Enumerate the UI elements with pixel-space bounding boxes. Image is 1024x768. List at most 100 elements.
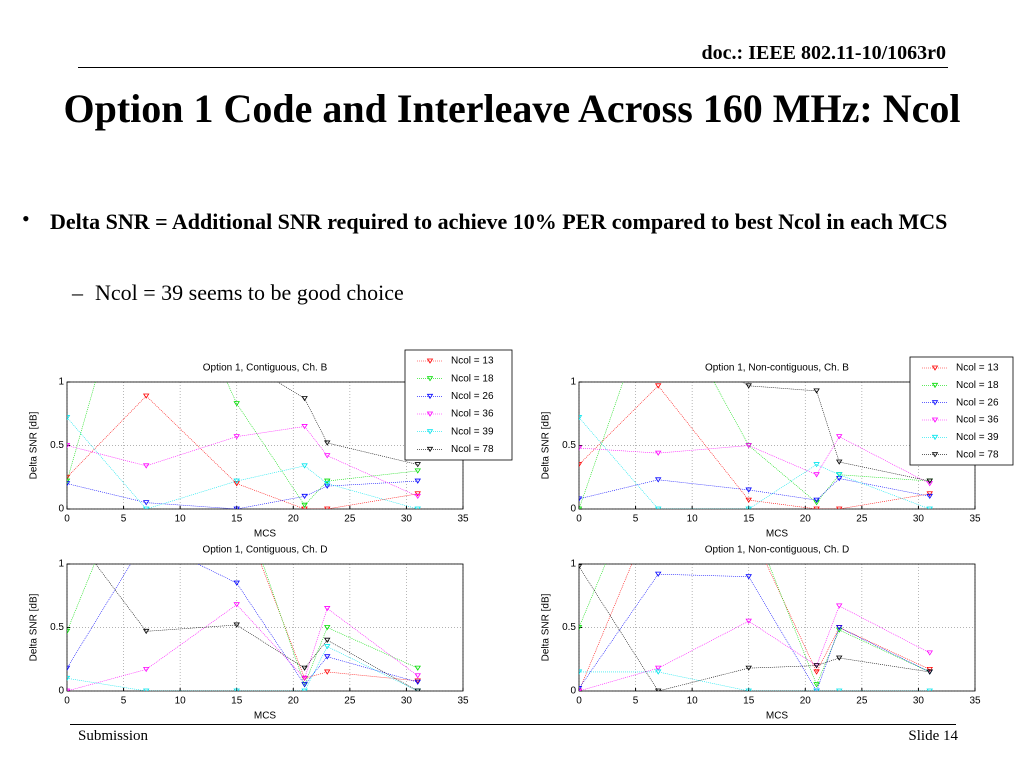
point [324,453,331,459]
point [745,443,752,449]
point [324,506,331,509]
point [836,603,843,609]
series-line [95,564,418,691]
point [414,491,421,497]
legend-marker [931,400,939,406]
point [579,564,583,570]
x-tick-label: 0 [64,514,70,525]
legend-label: Ncol = 13 [451,356,494,367]
bullet: Delta SNR = Additional SNR required to a… [50,209,948,234]
point [324,669,331,675]
x-tick-label: 10 [687,696,699,707]
series-line [277,382,418,465]
point [144,304,149,308]
doc-header: doc.: IEEE 802.11-10/1063r0 [701,42,946,64]
point [233,602,240,608]
point [301,688,308,691]
x-tick-label: 20 [288,514,300,525]
legend-label: Ncol = 18 [956,380,999,391]
header-rule [78,67,948,68]
point [414,688,421,691]
x-tick-label: 25 [856,696,868,707]
series-line [67,382,418,506]
point [142,463,150,469]
x-axis-label: MCS [766,711,789,722]
point [654,477,662,483]
point [813,506,820,509]
point [813,497,820,503]
point [745,487,752,493]
x-tick-label: 15 [231,514,243,525]
x-tick-label: 10 [687,514,699,525]
point [144,486,149,490]
point [656,329,661,333]
y-axis-label: Delta SNR [dB] [541,593,552,661]
point [926,667,933,673]
x-tick-label: 5 [633,696,639,707]
y-axis-label: Delta SNR [dB] [29,411,40,479]
point [301,675,308,682]
x-tick-label: 5 [121,696,127,707]
plot-area [67,304,421,509]
x-tick-label: 35 [457,514,469,525]
legend-label: Ncol = 18 [451,373,494,384]
x-tick-label: 20 [800,514,812,525]
x-tick-label: 25 [856,514,868,525]
series-line [67,564,418,686]
point [579,462,583,468]
series-line [67,646,418,691]
legend-marker [426,393,434,400]
point [745,497,752,503]
legend-marker [931,434,939,441]
point [142,393,150,399]
point [926,506,933,509]
footer-right: Slide 14 [908,728,958,744]
series-line [579,566,930,691]
point [67,675,71,682]
point [813,472,820,478]
point [654,669,662,675]
legend-marker [426,446,434,453]
x-tick-label: 10 [175,514,187,525]
legend-label: Ncol = 26 [956,397,999,408]
point [813,462,820,468]
point [414,493,421,500]
point [324,483,331,489]
series-line [579,564,930,686]
legend-marker [426,376,434,382]
point [579,445,583,451]
series-line [579,478,930,501]
legend-label: Ncol = 13 [956,363,999,374]
y-tick-label: 1 [58,559,64,570]
point [579,415,583,421]
point [745,688,752,691]
point [654,383,662,389]
point [233,401,240,407]
point [654,571,662,577]
point [813,682,820,688]
x-tick-label: 10 [175,696,187,707]
series-line [67,417,418,509]
point [301,502,308,508]
y-tick-label: 0 [58,504,64,515]
series-line [579,382,930,509]
point [836,506,843,509]
x-tick-label: 35 [457,696,469,707]
point [654,450,662,456]
slide-title: Option 1 Code and Interleave Across 160 … [63,86,961,131]
point [926,481,933,487]
x-tick-label: 15 [743,696,755,707]
point [414,679,421,685]
series-line [579,564,930,691]
y-tick-label: 0.5 [50,622,64,633]
point [926,493,933,500]
y-tick-label: 0 [58,686,64,697]
footer-rule [70,724,956,725]
point [654,665,662,671]
point [414,678,421,684]
point [324,644,331,650]
y-tick-label: 0 [570,686,576,697]
point [233,688,240,691]
point [926,669,933,675]
